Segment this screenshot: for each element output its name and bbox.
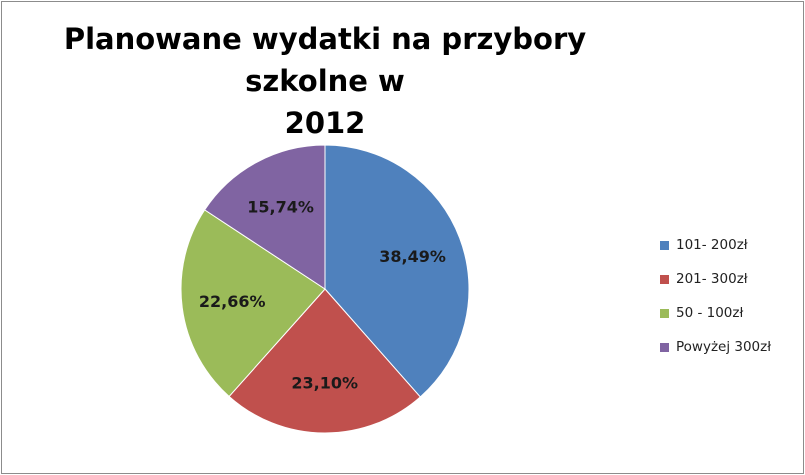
data-label-0: 38,49%: [379, 247, 446, 266]
pie-slice-3: [203, 144, 326, 290]
pie-slice-1: [228, 288, 421, 434]
legend-swatch: [660, 240, 669, 250]
pie-slice-2: [180, 209, 326, 398]
legend-label: Powyżej 300zł: [676, 339, 772, 355]
chart-title-line-2: 2012: [284, 106, 366, 140]
pie-slice-0: [324, 144, 470, 398]
chart-title: Planowane wydatki na przybory szkolne w …: [0, 18, 650, 144]
legend-item-2: 50 - 100zł: [660, 296, 771, 330]
legend-item-3: Powyżej 300zł: [660, 330, 771, 364]
legend-swatch: [660, 274, 669, 284]
data-label-3: 15,74%: [247, 198, 314, 217]
legend-swatch: [660, 308, 669, 318]
legend-label: 101- 200zł: [676, 237, 748, 253]
legend-label: 50 - 100zł: [676, 305, 744, 321]
legend-label: 201- 300zł: [676, 271, 748, 287]
legend-item-1: 201- 300zł: [660, 262, 771, 296]
data-label-1: 23,10%: [291, 374, 358, 393]
legend-item-0: 101- 200zł: [660, 228, 771, 262]
legend: 101- 200zł 201- 300zł 50 - 100zł Powyżej 30…: [660, 228, 771, 364]
legend-swatch: [660, 342, 669, 352]
data-label-2: 22,66%: [199, 292, 266, 311]
chart-title-line-1: Planowane wydatki na przybory szkolne w: [63, 22, 587, 98]
